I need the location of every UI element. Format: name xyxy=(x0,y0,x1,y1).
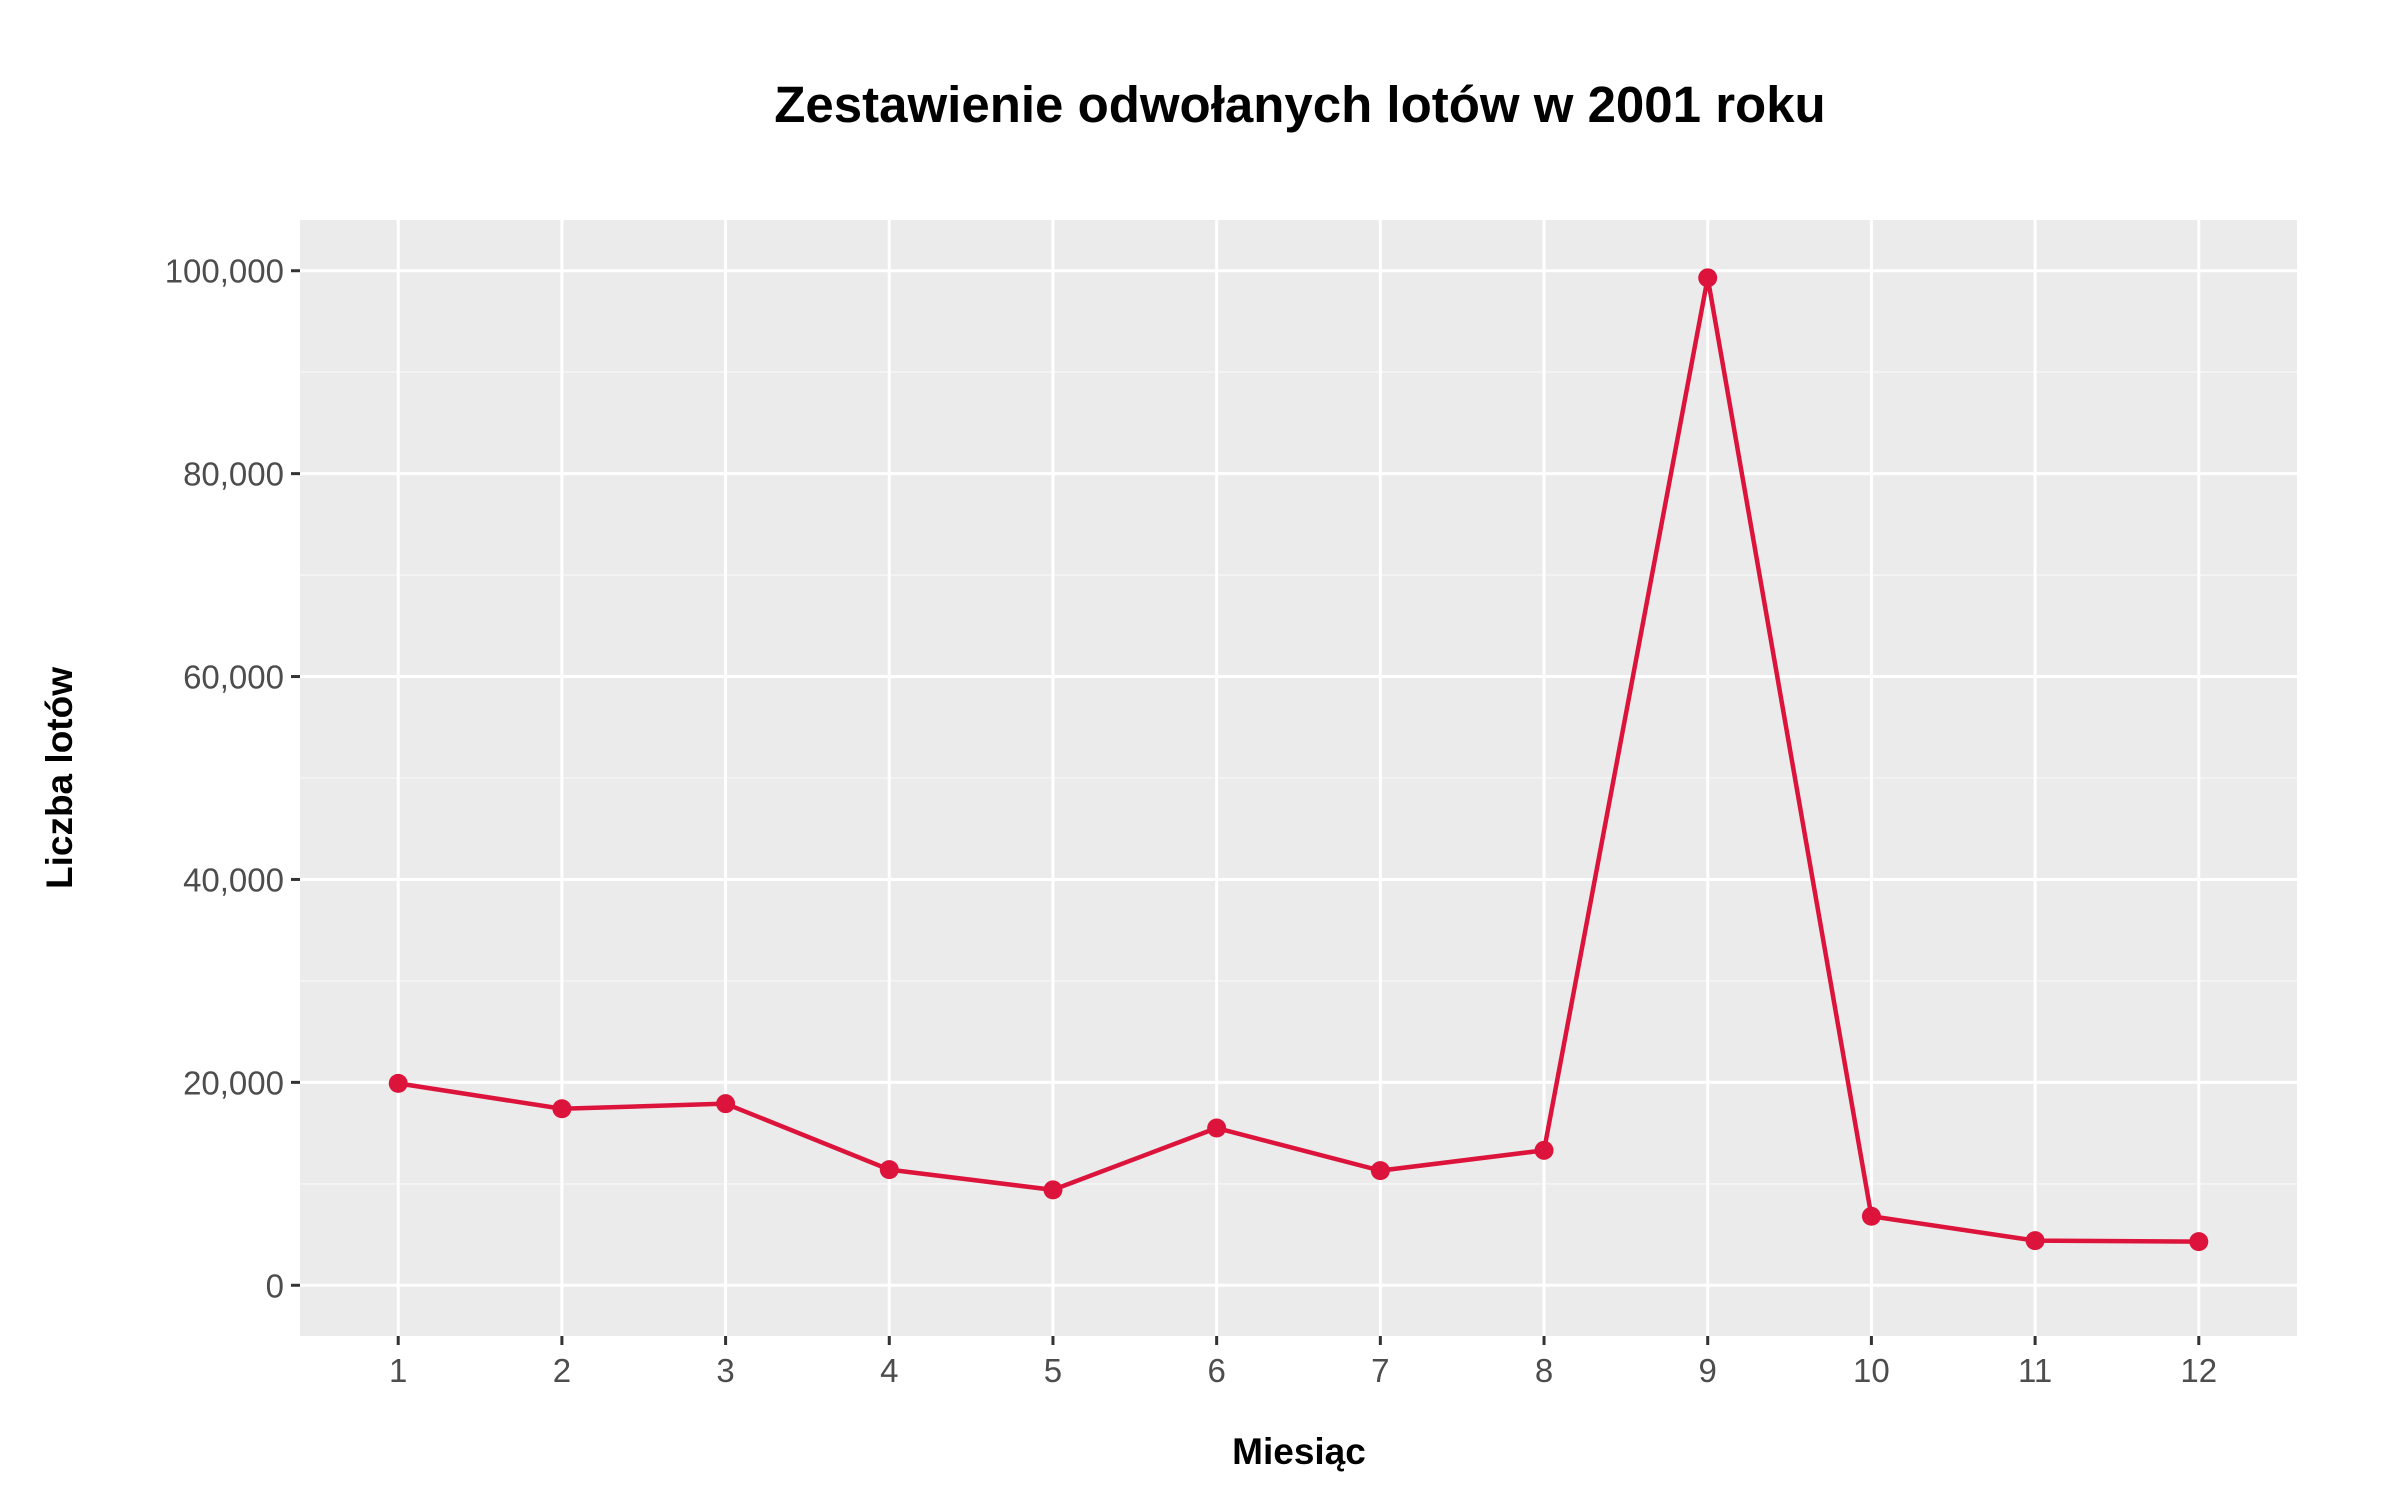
data-point xyxy=(716,1094,736,1114)
data-point xyxy=(1043,1180,1063,1200)
y-tick-label: 20,000 xyxy=(183,1064,284,1101)
chart-title: Zestawienie odwołanych lotów w 2001 roku xyxy=(774,76,1825,133)
series-line xyxy=(397,275,2199,1244)
y-tick-label: 40,000 xyxy=(183,861,284,898)
x-tick-label: 8 xyxy=(1535,1352,1553,1389)
data-point xyxy=(1861,1206,1881,1226)
x-tick-label: 11 xyxy=(2018,1352,2052,1389)
data-point xyxy=(1207,1118,1227,1138)
x-axis-title: Miesiąc xyxy=(1232,1431,1366,1472)
x-tick-label: 6 xyxy=(1207,1352,1225,1389)
x-tick-label: 2 xyxy=(553,1352,571,1389)
x-tick-label: 12 xyxy=(2180,1352,2217,1389)
data-point xyxy=(879,1160,899,1180)
x-tick-label: 1 xyxy=(389,1352,407,1389)
y-tick-label: 60,000 xyxy=(183,659,284,696)
data-point xyxy=(388,1073,408,1093)
data-point xyxy=(2189,1232,2209,1252)
data-point xyxy=(1534,1140,1554,1160)
x-tick-label: 3 xyxy=(716,1352,734,1389)
y-axis: 0 20,000 40,000 60,000 80,000 100,000 xyxy=(165,253,300,1304)
x-tick-label: 7 xyxy=(1371,1352,1389,1389)
y-tick-label: 0 xyxy=(266,1267,284,1304)
data-series xyxy=(388,268,2209,1252)
data-point xyxy=(1698,268,1718,288)
y-tick-label: 80,000 xyxy=(183,456,284,493)
x-tick-label: 4 xyxy=(880,1352,898,1389)
y-axis-title: Liczba lotów xyxy=(39,667,80,889)
minor-gridlines xyxy=(300,371,2297,1185)
y-tick-label: 100,000 xyxy=(165,253,284,290)
x-tick-label: 9 xyxy=(1699,1352,1717,1389)
data-point xyxy=(1370,1161,1390,1181)
x-tick-label: 10 xyxy=(1853,1352,1890,1389)
data-point xyxy=(552,1099,572,1119)
x-tick-label: 5 xyxy=(1044,1352,1062,1389)
data-point xyxy=(2025,1231,2045,1251)
x-axis: 1 2 3 4 5 6 7 8 9 10 11 12 xyxy=(389,1336,2217,1389)
